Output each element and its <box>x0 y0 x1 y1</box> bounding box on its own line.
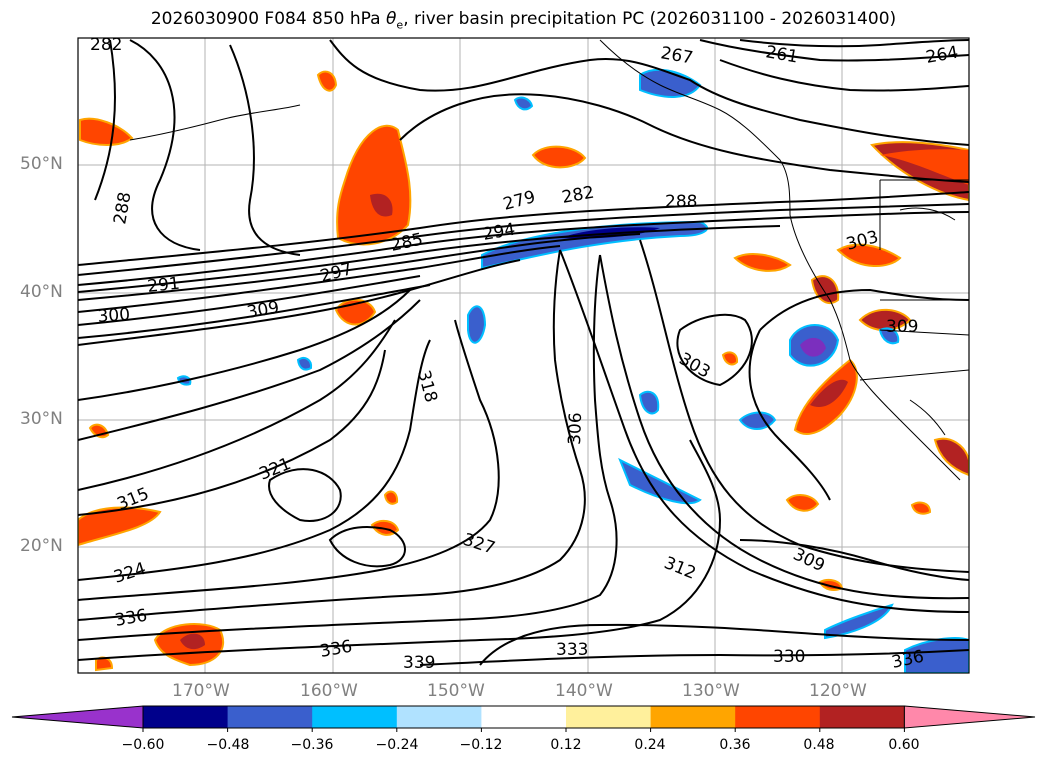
colorbar-tick: 0.12 <box>550 737 582 753</box>
lon-label: 120°W <box>809 681 867 701</box>
contour-label: 291 <box>146 274 180 297</box>
contour-labels: 282 267 261 264 288 279 282 288 294 285 … <box>90 35 960 673</box>
colorbar-tick: 0.60 <box>888 737 920 753</box>
colorbar-tick: −0.12 <box>459 737 503 753</box>
theta-e-contours <box>78 39 969 666</box>
lat-label: 50°N <box>20 154 63 174</box>
colorbar-tick: −0.24 <box>375 737 419 753</box>
contour-label: 288 <box>665 192 697 212</box>
colorbar-segment <box>481 706 567 728</box>
colorbar-segment <box>143 706 229 728</box>
coastlines <box>129 39 969 481</box>
lat-label: 20°N <box>20 536 63 556</box>
colorbar-segment <box>227 706 313 728</box>
lon-label: 170°W <box>172 681 230 701</box>
colorbar-segment <box>312 706 398 728</box>
colorbar-tick: −0.60 <box>121 737 165 753</box>
contour-label: 282 <box>90 35 122 55</box>
precipitation-negative <box>176 68 969 673</box>
colorbar-segment <box>396 706 482 728</box>
colorbar-segment <box>735 706 821 728</box>
colorbar <box>11 705 1036 732</box>
contour-label: 330 <box>773 647 805 667</box>
map-border <box>77 37 970 674</box>
colorbar-tick: 0.48 <box>803 737 835 753</box>
colorbar-segment <box>566 706 652 728</box>
colorbar-segment <box>650 706 736 728</box>
lon-label: 130°W <box>682 681 740 701</box>
lon-label: 150°W <box>427 681 485 701</box>
colorbar-tick: 0.36 <box>719 737 751 753</box>
contour-label: 306 <box>565 412 586 445</box>
lat-label: 40°N <box>20 282 63 302</box>
colorbar-tick: −0.36 <box>290 737 334 753</box>
colorbar-under-arrow <box>11 705 144 729</box>
colorbar-tick: 0.24 <box>634 737 666 753</box>
contour-label: 300 <box>97 305 131 327</box>
contour-label: 333 <box>556 640 588 660</box>
lon-label: 140°W <box>555 681 613 701</box>
lat-label: 30°N <box>20 409 63 429</box>
chart-title: 2026030900 F084 850 hPa θe, river basin … <box>150 9 897 32</box>
colorbar-over-arrow <box>903 705 1036 729</box>
contour-label: 339 <box>403 653 435 673</box>
contour-label: 309 <box>886 317 918 337</box>
lon-label: 160°W <box>300 681 358 701</box>
colorbar-segment <box>819 706 905 728</box>
colorbar-tick: −0.48 <box>206 737 250 753</box>
